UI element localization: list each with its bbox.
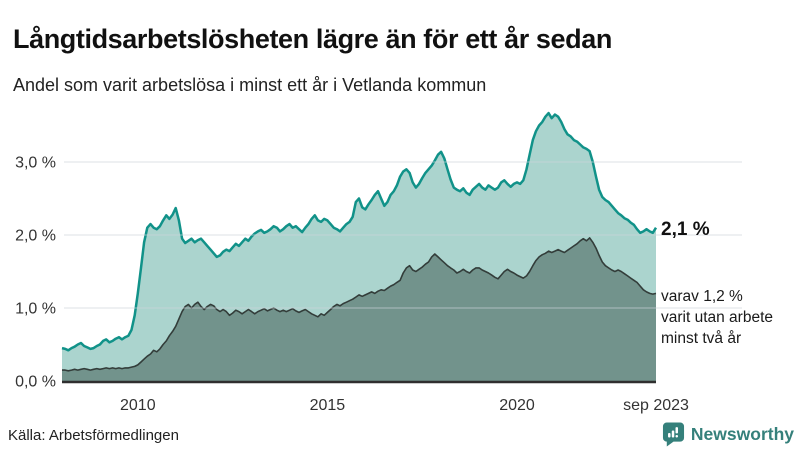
chart-subtitle: Andel som varit arbetslösa i minst ett å…	[13, 75, 487, 95]
svg-text:3,0 %: 3,0 %	[15, 155, 56, 172]
source-caption: Källa: Arbetsförmedlingen	[8, 427, 179, 444]
newsworthy-logo: Newsworthy	[662, 421, 794, 447]
latest-value-label: 2,1 %	[661, 219, 710, 240]
svg-text:sep 2023: sep 2023	[623, 397, 689, 414]
page-title: Långtidsarbetslösheten lägre än för ett …	[13, 24, 612, 55]
svg-text:2,0 %: 2,0 %	[15, 228, 56, 245]
svg-text:0,0 %: 0,0 %	[15, 374, 56, 391]
svg-text:2010: 2010	[120, 397, 156, 414]
svg-text:2020: 2020	[499, 397, 535, 414]
newsworthy-bubble-chart-icon	[662, 422, 684, 447]
newsworthy-logo-text: Newsworthy	[690, 423, 794, 444]
svg-text:2015: 2015	[310, 397, 346, 414]
two-year-annotation: varav 1,2 % varit utan arbete minst två …	[661, 288, 774, 347]
svg-text:1,0 %: 1,0 %	[15, 301, 56, 318]
